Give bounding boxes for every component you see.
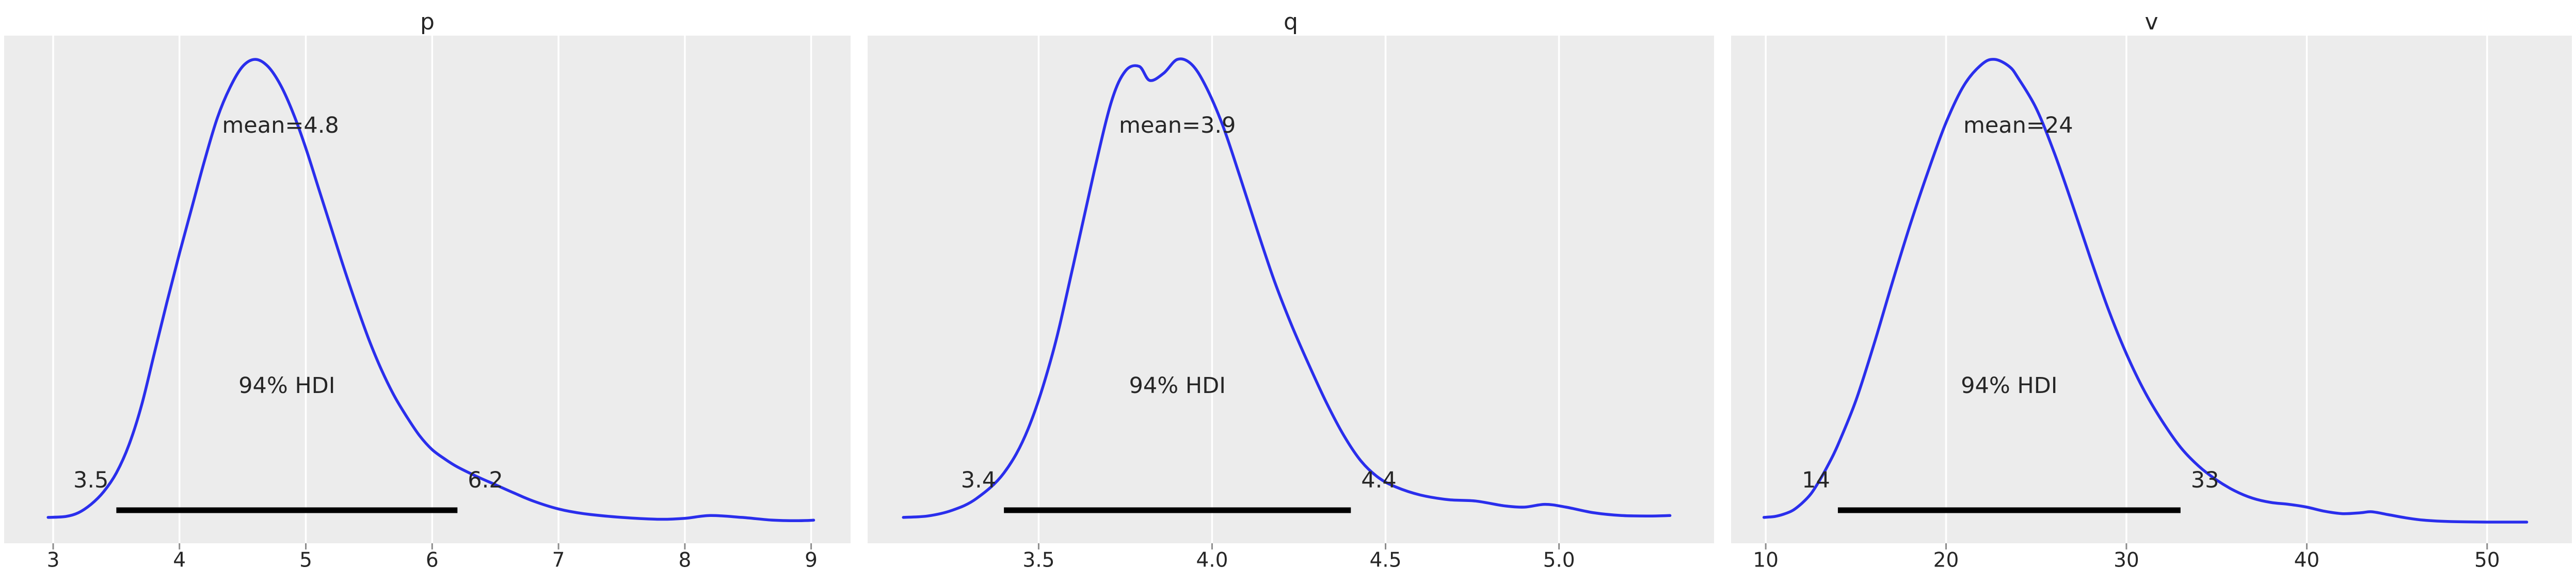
x-tick-label: 4 (173, 549, 186, 572)
x-tick-label: 50 (2474, 549, 2500, 572)
axes-background (4, 36, 851, 543)
x-tick-label: 3.5 (1022, 549, 1054, 572)
kde-plot-svg: 10 20 30 40 50 mean=24 94% HDI 14 33 (1731, 36, 2572, 572)
x-tick-label: 8 (678, 549, 691, 572)
x-tick-label: 20 (1933, 549, 1959, 572)
x-tick-label: 40 (2294, 549, 2320, 572)
panel-title-v: v (2145, 9, 2158, 35)
axes-background (868, 36, 1714, 543)
hdi-lower-label: 3.4 (961, 467, 996, 493)
kde-curve (1762, 58, 2529, 524)
hdi-lower-label: 14 (1802, 467, 1830, 493)
x-tick-label: 5 (299, 549, 312, 572)
x-tick-label: 9 (805, 549, 818, 572)
kde-curve (46, 58, 815, 522)
axes-background (1731, 36, 2572, 543)
panel-title-p: p (420, 9, 435, 35)
hdi-upper-label: 33 (2191, 467, 2219, 493)
x-tick-label: 5.0 (1543, 549, 1575, 572)
mean-label: mean=24 (1963, 113, 2073, 138)
mean-label: mean=3.9 (1119, 113, 1236, 138)
hdi-upper-label: 4.4 (1361, 467, 1396, 493)
kde-plot-svg: 3 4 5 6 7 8 9 mean=4.8 94% HDI 3.5 6.2 (4, 36, 851, 572)
x-tick-label: 6 (426, 549, 439, 572)
panel-title-q: q (1284, 9, 1298, 35)
kde-curve (902, 57, 1672, 519)
x-tick-label: 4.5 (1369, 549, 1401, 572)
hdi-upper-label: 6.2 (468, 467, 503, 493)
hdi-interval-label: 94% HDI (238, 373, 335, 399)
x-tick-label: 3 (47, 549, 60, 572)
x-tick-label: 4.0 (1196, 549, 1228, 572)
hdi-interval-label: 94% HDI (1961, 373, 2057, 399)
hdi-interval-label: 94% HDI (1129, 373, 1226, 399)
x-tick-label: 30 (2114, 549, 2139, 572)
x-tick-label: 7 (552, 549, 565, 572)
mean-label: mean=4.8 (222, 113, 339, 138)
kde-plot-svg: 3.5 4.0 4.5 5.0 mean=3.9 94% HDI 3.4 4.4 (868, 36, 1714, 572)
x-tick-label: 10 (1753, 549, 1779, 572)
hdi-lower-label: 3.5 (73, 467, 108, 493)
